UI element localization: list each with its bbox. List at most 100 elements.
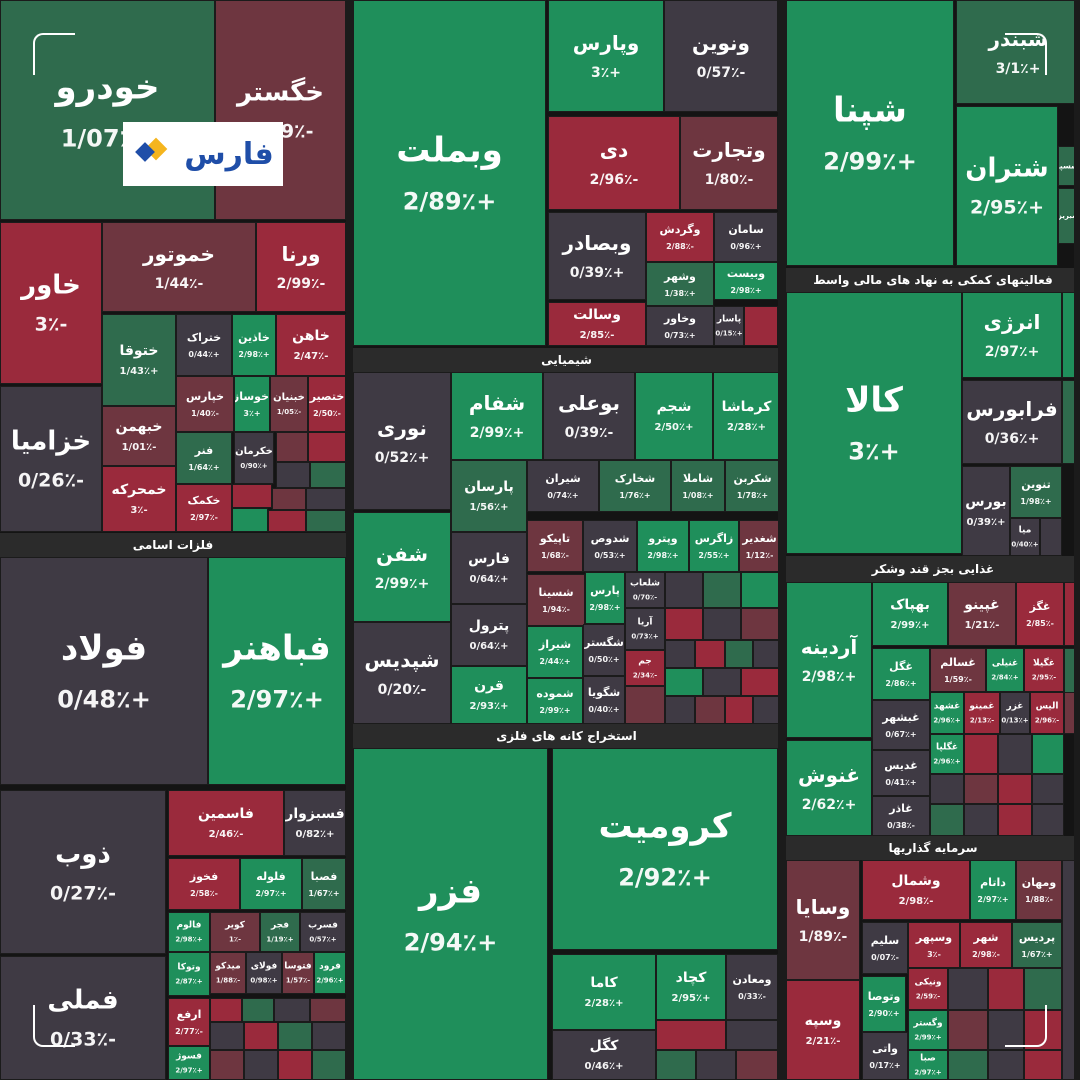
stock-tile: ختوقا +1/43٪ xyxy=(102,314,176,406)
filler-tile xyxy=(306,510,346,532)
filler-tile xyxy=(1024,968,1062,1010)
stock-change: -2/59٪ xyxy=(915,992,941,1001)
stock-name: غاذر xyxy=(889,802,913,815)
stock-tile: غاذر -0/38٪ xyxy=(872,796,930,836)
sector-header: سرمایه گذاریها xyxy=(786,836,1080,860)
stock-change: +2/97٪ xyxy=(255,889,287,898)
stock-name: فالوم xyxy=(176,920,202,931)
stock-tile: فصبا +1/67٪ xyxy=(302,858,346,910)
stock-tile: ذوب -0/27٪ xyxy=(0,790,166,954)
stock-name: شخارک xyxy=(614,472,656,485)
stock-change: +0/41٪ xyxy=(885,778,917,787)
stock-change: -2/13٪ xyxy=(969,716,995,725)
stock-tile: خموتور -1/44٪ xyxy=(102,222,256,312)
stock-tile: شکربن +1/78٪ xyxy=(725,460,780,512)
stock-name: وسالت xyxy=(573,307,621,323)
stock-name: آردینه xyxy=(800,635,858,659)
stock-name: شاملا xyxy=(682,472,714,485)
stock-tile: سامان +0/96٪ xyxy=(714,212,778,262)
filler-tile xyxy=(695,640,725,668)
stock-change: -1/01٪ xyxy=(121,442,157,453)
stock-name: واتی xyxy=(872,1042,898,1055)
stock-tile: خبنیان -1/05٪ xyxy=(270,376,308,432)
stock-tile: ختراک +0/44٪ xyxy=(176,314,232,376)
stock-change: -0/33٪ xyxy=(738,992,766,1001)
stock-change: -0/26٪ xyxy=(17,469,85,492)
stock-tile: فرابورس +0/36٪ xyxy=(962,380,1062,464)
stock-name: غزر xyxy=(1006,701,1024,712)
stock-change: +0/53٪ xyxy=(594,551,626,560)
stock-name: ورنا xyxy=(281,242,321,266)
stock-change: +1/98٪ xyxy=(1020,497,1052,506)
stock-change: +2/97٪ xyxy=(230,685,324,714)
filler-tile xyxy=(1040,518,1062,556)
stock-tile: غگز -2/85٪ xyxy=(1016,582,1064,646)
stock-change: +0/67٪ xyxy=(885,730,917,739)
stock-name: شیراز xyxy=(538,638,572,651)
stock-change: +0/96٪ xyxy=(730,242,762,251)
stock-tile: خزامیا -0/26٪ xyxy=(0,386,102,532)
stock-change: +0/40٪ xyxy=(588,705,620,714)
stock-tile: غپینو -1/21٪ xyxy=(948,582,1016,646)
stock-name: شیران xyxy=(545,472,581,485)
stock-name: خوساز xyxy=(234,390,269,403)
stock-tile: فولاد +0/48٪ xyxy=(0,557,208,785)
stock-change: +2/62٪ xyxy=(801,797,857,813)
stock-name: کگل xyxy=(589,1038,619,1054)
stock-change: +0/82٪ xyxy=(295,829,335,840)
stock-change: +2/97٪ xyxy=(977,895,1009,904)
stock-tile: تاپیکو -1/68٪ xyxy=(527,520,583,572)
stock-tile: شگستر +0/50٪ xyxy=(583,624,625,676)
stock-change: -0/57٪ xyxy=(696,65,746,81)
filler-tile xyxy=(312,1050,346,1080)
stock-name: غمینو xyxy=(969,701,995,712)
stock-name: ختصیر xyxy=(309,390,345,403)
stock-change: +1/76٪ xyxy=(619,491,651,500)
stock-tile: شاملا +1/08٪ xyxy=(671,460,725,512)
filler-tile xyxy=(665,668,703,696)
stock-name: قرن xyxy=(474,678,504,694)
stock-tile: قرن +2/93٪ xyxy=(451,666,527,724)
stock-tile: خکرمان +0/90٪ xyxy=(234,432,274,484)
stock-tile: ونوین -0/57٪ xyxy=(664,0,778,112)
filler-tile xyxy=(665,572,703,608)
stock-change: +0/46٪ xyxy=(584,1061,624,1072)
stock-change: +2/86٪ xyxy=(885,679,917,688)
sector-header: غذایی بجز قند وشکر xyxy=(786,556,1080,582)
stock-tile: ورنا -2/99٪ xyxy=(256,222,346,312)
stock-change: -2/88٪ xyxy=(666,242,694,251)
stock-tile: وبملت +2/89٪ xyxy=(353,0,546,346)
filler-tile xyxy=(741,572,780,608)
stock-tile: شسینا -1/94٪ xyxy=(527,574,585,626)
stock-tile: فسبزوار +0/82٪ xyxy=(284,790,346,856)
stock-tile: شگویا +0/40٪ xyxy=(583,676,625,724)
stock-name: وتجارت xyxy=(692,138,766,162)
stock-change: +2/96٪ xyxy=(316,976,344,985)
stock-name: فجر xyxy=(271,920,289,931)
stock-tile: وشمال -2/98٪ xyxy=(862,860,970,920)
stock-name: خکمک xyxy=(187,494,221,507)
sector-header: شیمیایی xyxy=(353,348,780,372)
stock-change: +2/99٪ xyxy=(374,576,430,592)
stock-tile: فتوسا -1/57٪ xyxy=(282,952,314,994)
stock-name: شموده xyxy=(536,687,574,700)
stock-change: -0/38٪ xyxy=(887,821,915,830)
stock-tile: شفام +2/99٪ xyxy=(451,372,543,460)
stock-tile: پترول +0/64٪ xyxy=(451,604,527,666)
stock-tile: خبهمن -1/01٪ xyxy=(102,406,176,466)
stock-tile: شخارک +1/76٪ xyxy=(599,460,671,512)
stock-name: فارس xyxy=(468,551,510,567)
stock-name: فاسمین xyxy=(198,806,254,822)
stock-change: +2/93٪ xyxy=(469,701,509,712)
stock-name: بهپاک xyxy=(890,597,930,613)
stock-name: غنوش xyxy=(798,763,860,787)
stock-tile: فرود +2/96٪ xyxy=(314,952,346,994)
stock-name: خاهن xyxy=(292,328,330,344)
stock-tile: بوعلی -0/39٪ xyxy=(543,372,635,460)
stock-change: -0/27٪ xyxy=(49,882,117,905)
stock-name: وگستر xyxy=(913,1018,943,1029)
stock-change: -1/57٪ xyxy=(285,976,311,985)
stock-name: ونوین xyxy=(692,31,750,55)
filler-tile xyxy=(964,804,998,836)
stock-tile: ارفع -2/77٪ xyxy=(168,998,210,1046)
